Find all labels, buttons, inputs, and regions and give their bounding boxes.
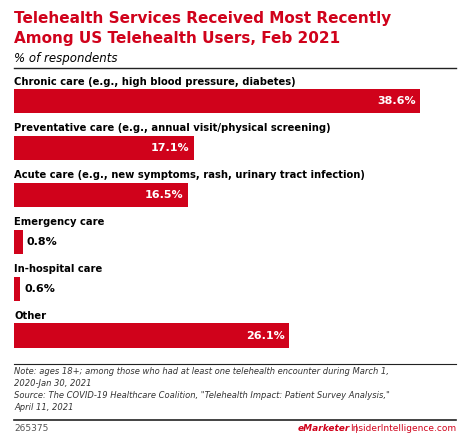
Text: Other: Other [14,311,46,321]
Text: Emergency care: Emergency care [14,217,104,227]
Text: Among US Telehealth Users, Feb 2021: Among US Telehealth Users, Feb 2021 [14,31,340,46]
Bar [14,89,420,113]
Text: 265375: 265375 [14,424,48,433]
Text: Preventative care (e.g., annual visit/physical screening): Preventative care (e.g., annual visit/ph… [14,123,331,134]
Text: 17.1%: 17.1% [151,143,190,153]
Text: 0.6%: 0.6% [24,284,55,294]
Text: InsiderIntelligence.com: InsiderIntelligence.com [350,424,456,433]
Text: 26.1%: 26.1% [246,331,284,340]
Text: Note: ages 18+; among those who had at least one telehealth encounter during Mar: Note: ages 18+; among those who had at l… [14,367,390,412]
Bar [14,230,23,254]
Text: eMarketer: eMarketer [298,424,350,433]
Text: 16.5%: 16.5% [145,190,183,200]
Text: Acute care (e.g., new symptoms, rash, urinary tract infection): Acute care (e.g., new symptoms, rash, ur… [14,170,365,180]
Text: % of respondents: % of respondents [14,52,118,65]
Bar [14,183,188,207]
Bar [14,136,194,160]
Text: In-hospital care: In-hospital care [14,264,102,274]
Text: Chronic care (e.g., high blood pressure, diabetes): Chronic care (e.g., high blood pressure,… [14,77,296,86]
Bar [14,277,20,301]
Text: 0.8%: 0.8% [27,237,57,247]
Text: |: | [355,424,358,433]
Text: Telehealth Services Received Most Recently: Telehealth Services Received Most Recent… [14,11,392,26]
Text: 38.6%: 38.6% [377,96,416,106]
Bar [14,323,289,348]
